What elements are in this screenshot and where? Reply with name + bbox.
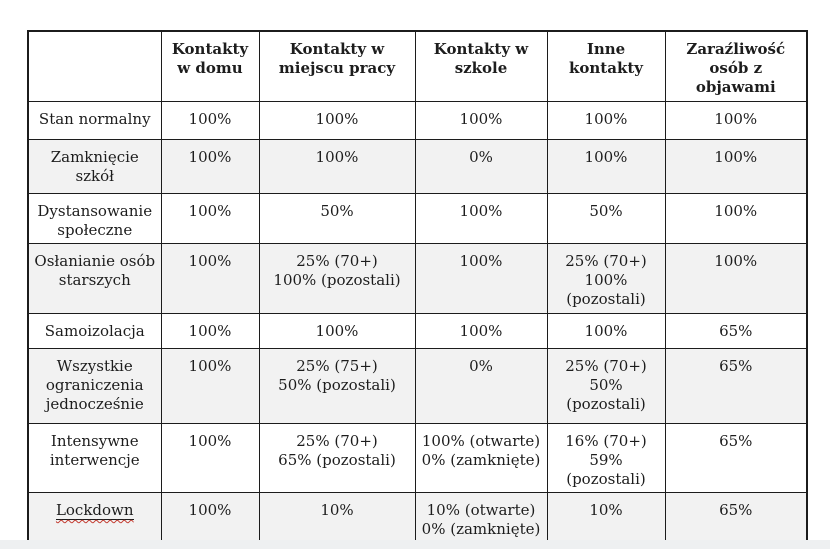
row-label: Intensywne interwencje xyxy=(27,422,162,494)
table-row: Lockdown 100% 10% 10% (otwarte) 0% (zamknię… xyxy=(27,492,808,544)
row-label-text: Stan normalny xyxy=(38,109,151,128)
table-cell: 100% (otwarte) 0% (zamknięte) xyxy=(414,422,548,494)
table-row: Osłanianie osób starszych 100% 25% (70+) 1… xyxy=(27,242,808,314)
table-cell: 100% xyxy=(160,100,260,140)
column-header: Inne kontakty xyxy=(546,30,666,102)
column-header: Zaraźliwość osób z objawami xyxy=(664,30,808,102)
row-label: Lockdown xyxy=(27,492,162,544)
table-cell: 100% xyxy=(546,138,666,194)
table-row: Dystansowanie społeczne 100% 50% 100% 50% 100… xyxy=(27,192,808,244)
table-cell: 100% xyxy=(258,138,416,194)
table-cell: 65% xyxy=(664,347,808,424)
column-header: Kontakty w szkole xyxy=(414,30,548,102)
table-cell: 100% xyxy=(160,242,260,314)
table-cell: 16% (70+) 59% (pozostali) xyxy=(546,422,666,494)
row-label: Wszystkie ograniczenia jednocześnie xyxy=(27,347,162,424)
table-row: Samoizolacja 100% 100% 100% 100% 65% xyxy=(27,312,808,349)
table-cell: 100% xyxy=(546,100,666,140)
row-label: Osłanianie osób starszych xyxy=(27,242,162,314)
column-header: Kontakty w miejscu pracy xyxy=(258,30,416,102)
table-cell: 100% xyxy=(160,422,260,494)
table-cell: 50% xyxy=(546,192,666,244)
table-cell: 65% xyxy=(664,492,808,544)
row-label-text: Osłanianie osób starszych xyxy=(34,251,156,290)
row-label: Stan normalny xyxy=(27,100,162,140)
corner-header-cell xyxy=(27,30,162,102)
table-row: Intensywne interwencje 100% 25% (70+) 65% … xyxy=(27,422,808,494)
table-cell: 100% xyxy=(414,312,548,349)
table-cell: 10% xyxy=(546,492,666,544)
table-cell: 100% xyxy=(664,192,808,244)
header-row: Kontakty w domu Kontakty w miejscu pracy K… xyxy=(27,30,808,102)
row-label-text: Zamknięcie szkół xyxy=(50,147,139,185)
row-label: Samoizolacja xyxy=(27,312,162,349)
row-label: Dystansowanie społeczne xyxy=(27,192,162,244)
table-cell: 25% (75+) 50% (pozostali) xyxy=(258,347,416,424)
column-header: Kontakty w domu xyxy=(160,30,260,102)
table-cell: 100% xyxy=(414,192,548,244)
page-bottom-edge xyxy=(0,540,830,549)
table-cell: 100% xyxy=(258,312,416,349)
table-header: Kontakty w domu Kontakty w miejscu pracy K… xyxy=(27,30,808,102)
table-cell: 25% (70+) 50% (pozostali) xyxy=(546,347,666,424)
table-row: Stan normalny 100% 100% 100% 100% 100% xyxy=(27,100,808,140)
table-cell: 100% xyxy=(664,100,808,140)
row-label-text: Wszystkie ograniczenia jednocześnie xyxy=(45,356,144,413)
table-cell: 100% xyxy=(664,138,808,194)
row-label: Zamknięcie szkół xyxy=(27,138,162,194)
table-cell: 100% xyxy=(160,492,260,544)
table-cell: 100% xyxy=(414,242,548,314)
table-cell: 100% xyxy=(546,312,666,349)
table-cell: 0% xyxy=(414,138,548,194)
table-cell: 65% xyxy=(664,422,808,494)
table-cell: 100% xyxy=(258,100,416,140)
table-cell: 100% xyxy=(160,347,260,424)
table-cell: 25% (70+) 65% (pozostali) xyxy=(258,422,416,494)
table-cell: 10% xyxy=(258,492,416,544)
table-cell: 0% xyxy=(414,347,548,424)
row-label-text: Lockdown xyxy=(55,501,134,521)
table-cell: 100% xyxy=(160,312,260,349)
table-cell: 10% (otwarte) 0% (zamknięte) xyxy=(414,492,548,544)
table-cell: 100% xyxy=(664,242,808,314)
table-cell: 25% (70+) 100% (pozostali) xyxy=(258,242,416,314)
interventions-table: Kontakty w domu Kontakty w miejscu pracy K… xyxy=(27,30,808,545)
table-cell: 100% xyxy=(414,100,548,140)
table-cell: 65% xyxy=(664,312,808,349)
table-cell: 25% (70+) 100% (pozostali) xyxy=(546,242,666,314)
row-label-text: Dystansowanie społeczne xyxy=(37,201,153,239)
table-cell: 100% xyxy=(160,138,260,194)
table-cell: 50% xyxy=(258,192,416,244)
table-row: Wszystkie ograniczenia jednocześnie 100% 2… xyxy=(27,347,808,424)
table-cell: 100% xyxy=(160,192,260,244)
table-body: Stan normalny 100% 100% 100% 100% 100% Zamknię… xyxy=(27,100,808,544)
table-row: Zamknięcie szkół 100% 100% 0% 100% 100% xyxy=(27,138,808,194)
row-label-text: Samoizolacja xyxy=(44,321,145,340)
row-label-text: Intensywne interwencje xyxy=(49,431,140,469)
